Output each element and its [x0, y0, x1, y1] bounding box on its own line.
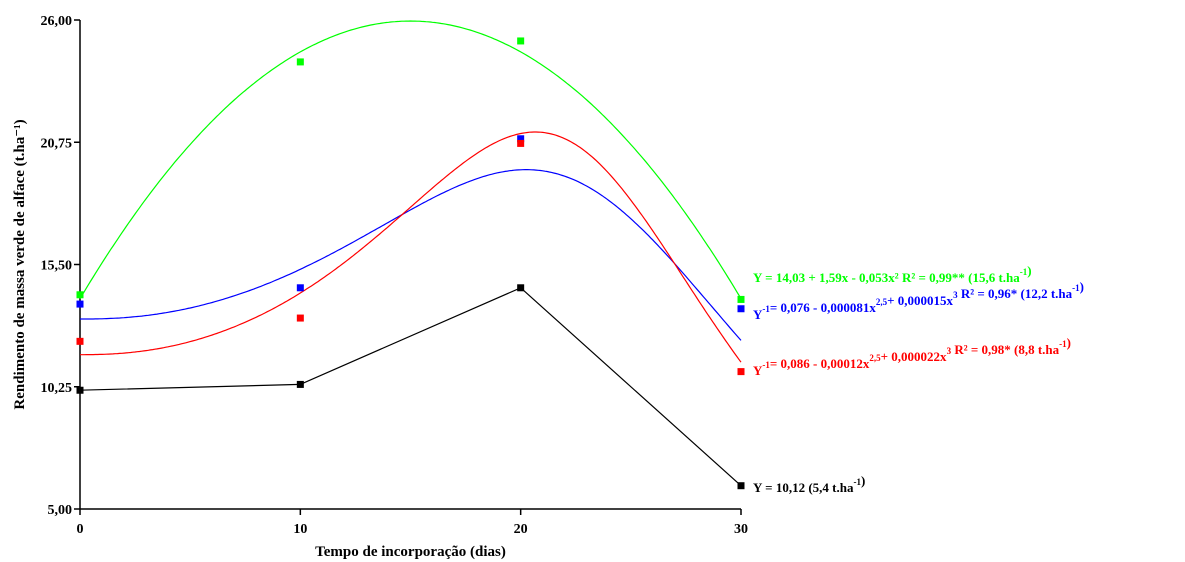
- equations: Y = 14,03 + 1,59x - 0,053x² R² = 0,99** …: [753, 263, 1084, 495]
- equation-series-3: Y-1= 0,086 - 0,00012x2,5+ 0,000022x3 R² …: [753, 335, 1071, 378]
- x-tick-label: 0: [77, 522, 84, 537]
- data-point-series-4: [296, 380, 304, 388]
- x-tick-label: 30: [734, 522, 748, 537]
- y-tick-label: 10,25: [41, 381, 73, 396]
- data-point-series-2: [517, 135, 525, 143]
- data-point-series-4: [517, 284, 525, 292]
- data-point-series-1: [737, 295, 745, 303]
- data-point-series-3: [517, 139, 525, 147]
- y-tick-label: 5,00: [48, 503, 73, 518]
- fit-curve-series-3: [80, 131, 742, 363]
- fit-curve-series-1: [79, 20, 742, 300]
- data-point-series-4: [737, 482, 745, 490]
- fit-curve-series-2: [80, 169, 742, 341]
- data-point-series-2: [737, 305, 745, 313]
- y-axis-title: Rendimento de massa verde de alface (t.h…: [12, 119, 28, 409]
- data-point-series-4: [76, 386, 84, 394]
- y-tick-label: 20,75: [41, 136, 73, 151]
- data-point-series-3: [76, 337, 84, 345]
- data-points: [76, 37, 745, 490]
- y-tick-label: 26,00: [41, 14, 73, 29]
- data-point-series-1: [517, 37, 525, 45]
- x-axis-title: Tempo de incorporação (dias): [315, 544, 506, 560]
- y-tick-label: 15,50: [41, 259, 73, 274]
- data-point-series-3: [737, 368, 745, 376]
- data-point-series-1: [296, 58, 304, 66]
- data-point-series-2: [76, 300, 84, 308]
- x-tick-label: 10: [293, 522, 307, 537]
- equation-series-4: Y = 10,12 (5,4 t.ha-1): [753, 473, 865, 495]
- data-point-series-1: [76, 291, 84, 299]
- data-point-series-3: [296, 314, 304, 322]
- data-point-series-2: [296, 284, 304, 292]
- x-tick-label: 20: [514, 522, 528, 537]
- equation-series-2: Y-1= 0,076 - 0,000081x2,5+ 0,000015x3 R²…: [753, 279, 1084, 322]
- axes: 5,00 10,25 15,50 20,75 26,00 0 10 20 30: [41, 14, 749, 537]
- fit-curves: [79, 20, 742, 487]
- equation-series-1: Y = 14,03 + 1,59x - 0,053x² R² = 0,99** …: [753, 263, 1032, 285]
- axis-labels: Tempo de incorporação (dias) Rendimento d…: [12, 119, 506, 560]
- fit-curve-series-4: [79, 287, 742, 487]
